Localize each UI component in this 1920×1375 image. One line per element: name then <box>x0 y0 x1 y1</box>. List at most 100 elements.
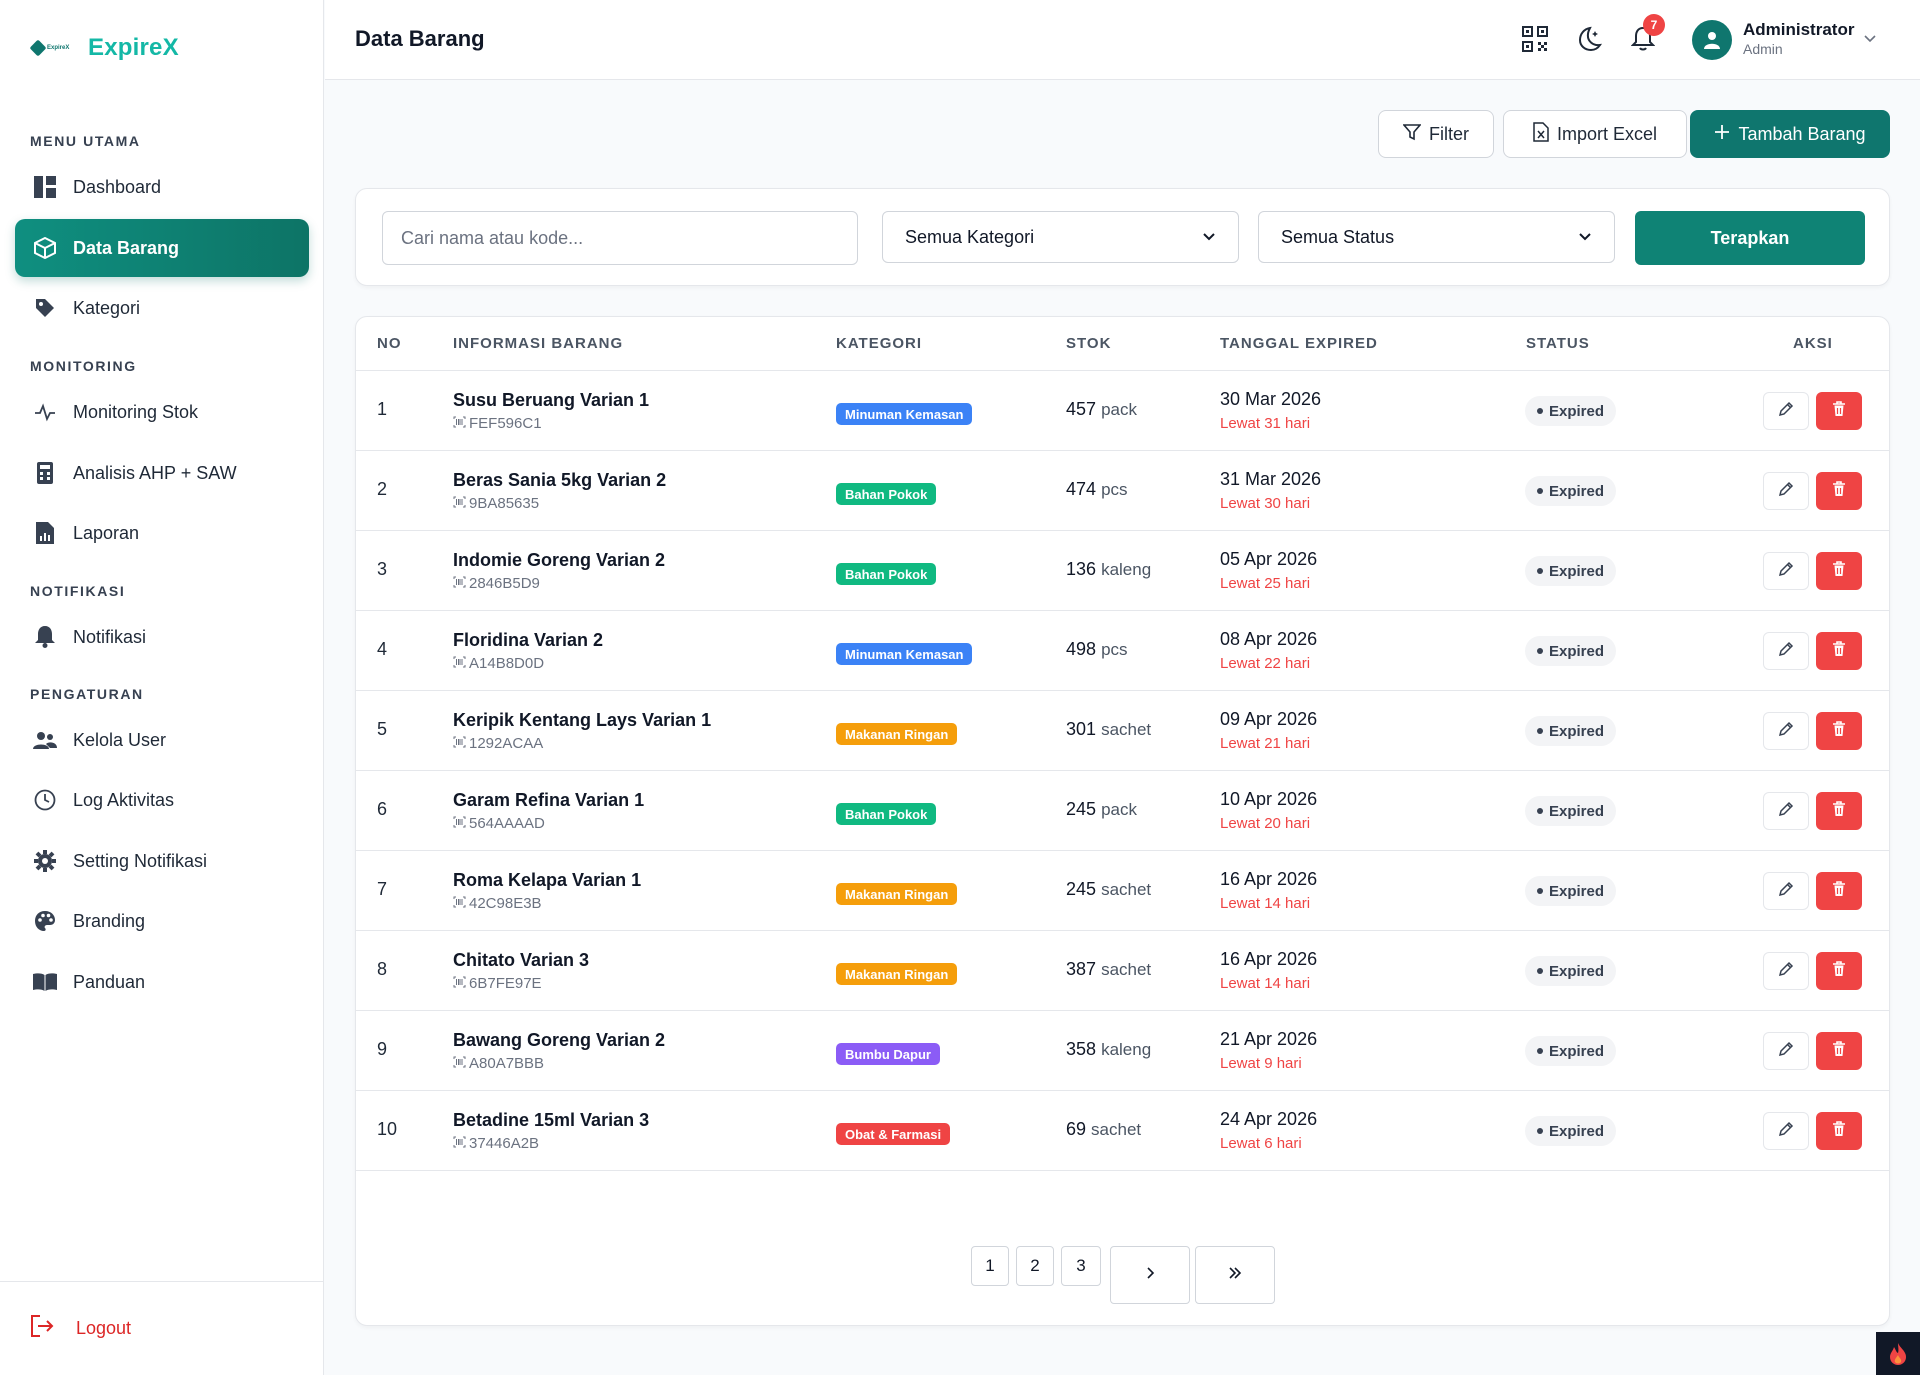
barcode-icon <box>453 895 466 912</box>
chevron-down-icon <box>1202 227 1216 248</box>
chevron-down-icon[interactable] <box>1862 30 1878 46</box>
sidebar-item-data-barang[interactable]: Data Barang <box>15 219 309 277</box>
category-select[interactable]: Semua Kategori <box>882 211 1239 263</box>
edit-button[interactable] <box>1763 712 1809 750</box>
sidebar-item-label: Analisis AHP + SAW <box>73 462 237 483</box>
next-page-button[interactable] <box>1110 1246 1190 1304</box>
item-code: 564AAAAD <box>453 815 545 832</box>
edit-button[interactable] <box>1763 632 1809 670</box>
pencil-icon <box>1778 881 1794 902</box>
qr-scan-icon[interactable] <box>1520 24 1550 54</box>
edit-button[interactable] <box>1763 1112 1809 1150</box>
item-code-text: 1292ACAA <box>469 735 544 752</box>
stock-qty: 498 <box>1066 639 1097 659</box>
import-excel-button[interactable]: Import Excel <box>1503 110 1687 158</box>
barcode-icon <box>453 735 466 752</box>
trash-icon <box>1832 560 1846 582</box>
status-badge: Expired <box>1525 1116 1617 1146</box>
delete-button[interactable] <box>1816 1112 1862 1150</box>
item-code: FEF596C1 <box>453 415 542 432</box>
stock-unit: sachet <box>1101 960 1152 979</box>
barcode-icon <box>453 415 466 432</box>
status-text: Expired <box>1549 882 1605 900</box>
delete-button[interactable] <box>1816 792 1862 830</box>
edit-button[interactable] <box>1763 1032 1809 1070</box>
sidebar-item-label: Notifikasi <box>73 626 147 647</box>
sidebar-item-laporan[interactable]: Laporan <box>15 504 309 562</box>
pencil-icon <box>1778 401 1794 422</box>
sidebar-item-log-aktivitas[interactable]: Log Aktivitas <box>15 771 309 829</box>
barcode-icon <box>453 1055 466 1072</box>
page-3-button[interactable]: 3 <box>1061 1246 1101 1286</box>
search-input[interactable] <box>382 211 858 265</box>
expiry-date: 10 Apr 2026 <box>1220 789 1318 809</box>
item-code-text: FEF596C1 <box>469 415 542 432</box>
stock-value: 301 sachet <box>1066 719 1151 740</box>
edit-button[interactable] <box>1763 552 1809 590</box>
expiry-date: 05 Apr 2026 <box>1220 549 1318 569</box>
sidebar-item-monitoring-stok[interactable]: Monitoring Stok <box>15 383 309 441</box>
sidebar-item-setting-notifikasi[interactable]: Setting Notifikasi <box>15 832 309 890</box>
sidebar-item-kategori[interactable]: Kategori <box>15 279 309 337</box>
barcode-icon <box>453 815 466 832</box>
status-dot <box>1537 488 1543 494</box>
item-code-text: 37446A2B <box>469 1135 540 1152</box>
delete-button[interactable] <box>1816 552 1862 590</box>
gear-icon <box>33 849 57 873</box>
filter-button[interactable]: Filter <box>1378 110 1494 158</box>
barcode-icon <box>453 1135 466 1152</box>
delete-button[interactable] <box>1816 952 1862 990</box>
status-select[interactable]: Semua Status <box>1258 211 1615 263</box>
pencil-icon <box>1778 641 1794 662</box>
edit-button[interactable] <box>1763 792 1809 830</box>
status-dot <box>1537 568 1543 574</box>
sidebar-item-notifikasi[interactable]: Notifikasi <box>15 608 309 666</box>
expiry-overdue: Lewat 14 hari <box>1220 895 1311 912</box>
delete-button[interactable] <box>1816 1032 1862 1070</box>
apply-button[interactable]: Terapkan <box>1635 211 1865 265</box>
expiry-overdue: Lewat 21 hari <box>1220 735 1311 752</box>
delete-button[interactable] <box>1816 632 1862 670</box>
add-item-button[interactable]: Tambah Barang <box>1690 110 1890 158</box>
last-page-button[interactable] <box>1195 1246 1275 1304</box>
edit-button[interactable] <box>1763 952 1809 990</box>
user-name[interactable]: Administrator <box>1743 20 1855 39</box>
sidebar-item-branding[interactable]: Branding <box>15 892 309 950</box>
column-header: STATUS <box>1526 335 1590 352</box>
item-name: Floridina Varian 2 <box>453 630 604 650</box>
delete-button[interactable] <box>1816 712 1862 750</box>
edit-button[interactable] <box>1763 872 1809 910</box>
brand[interactable]: ExpireX ExpireX <box>29 28 179 68</box>
sidebar-item-panduan[interactable]: Panduan <box>15 953 309 1011</box>
sidebar-item-analisis[interactable]: Analisis AHP + SAW <box>15 444 309 502</box>
expiry-date: 16 Apr 2026 <box>1220 949 1318 969</box>
dark-mode-icon[interactable] <box>1574 24 1604 54</box>
delete-button[interactable] <box>1816 872 1862 910</box>
excel-file-icon <box>1533 121 1549 147</box>
stock-value: 474 pcs <box>1066 479 1128 500</box>
category-badge: Makanan Ringan <box>836 883 958 905</box>
edit-button[interactable] <box>1763 472 1809 510</box>
status-dot <box>1537 968 1543 974</box>
sidebar-item-kelola-user[interactable]: Kelola User <box>15 711 309 769</box>
avatar[interactable] <box>1692 20 1732 60</box>
expiry-overdue: Lewat 25 hari <box>1220 575 1311 592</box>
sidebar-item-dashboard[interactable]: Dashboard <box>15 158 309 216</box>
flame-icon[interactable] <box>1876 1332 1920 1375</box>
status-badge: Expired <box>1525 796 1617 826</box>
sidebar-item-label: Monitoring Stok <box>73 401 199 422</box>
delete-button[interactable] <box>1816 472 1862 510</box>
delete-button[interactable] <box>1816 392 1862 430</box>
item-code: 2846B5D9 <box>453 575 540 592</box>
row-number: 9 <box>377 1039 388 1059</box>
row-number: 2 <box>377 479 388 499</box>
logout-button[interactable]: Logout <box>30 1310 131 1346</box>
item-code-text: A14B8D0D <box>469 655 545 672</box>
pencil-icon <box>1778 1121 1794 1142</box>
expiry-date: 16 Apr 2026 <box>1220 869 1318 889</box>
edit-button[interactable] <box>1763 392 1809 430</box>
page-2-button[interactable]: 2 <box>1016 1246 1054 1286</box>
page-1-button[interactable]: 1 <box>971 1246 1009 1286</box>
status-badge: Expired <box>1525 956 1617 986</box>
item-name: Bawang Goreng Varian 2 <box>453 1030 666 1050</box>
